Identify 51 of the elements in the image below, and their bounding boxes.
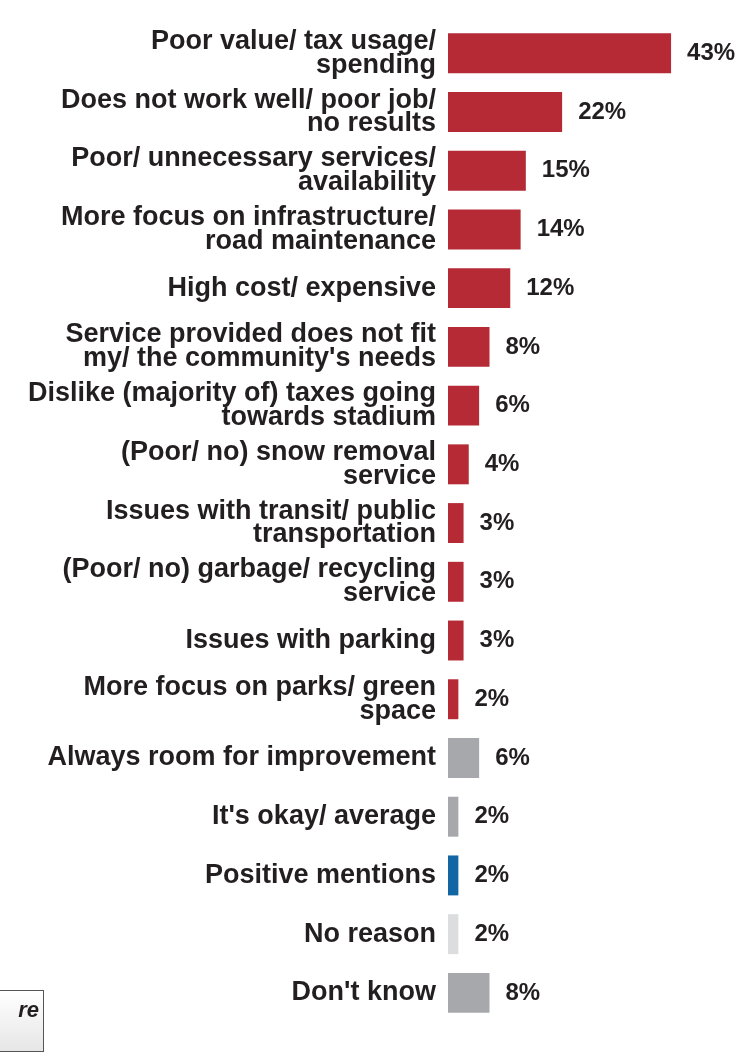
bar (448, 503, 464, 544)
y-tick-label: More focus on parks/ green space (83, 670, 436, 725)
data-label: 8% (505, 331, 541, 359)
y-tick-label: (Poor/ no) garbage/ recycling service (62, 553, 436, 608)
y-tick-label: Service provided does not fit my/ the community's needs (65, 318, 437, 373)
bar (448, 33, 672, 74)
data-label: 8% (505, 977, 541, 1005)
data-label: 6% (495, 390, 530, 418)
y-tick-label: Issues with transit/ public transportation (105, 494, 436, 549)
y-tick-label: Dislike (majority of) taxes going towards stadium (27, 377, 436, 431)
data-label: 22% (578, 96, 627, 124)
bar (448, 444, 469, 485)
bar (448, 679, 459, 720)
y-tick-label: Poor/ unnecessary services/ availability (71, 142, 437, 197)
bar (448, 268, 511, 309)
data-label: 43% (687, 37, 736, 65)
data-label: 3% (479, 625, 515, 653)
bar (448, 326, 490, 367)
bar (448, 914, 459, 955)
data-label: 2% (474, 918, 510, 946)
data-label: 12% (526, 272, 575, 300)
y-tick-label: Does not work well/ poor job/ no results (60, 83, 437, 138)
y-tick-label: Issues with parking (185, 623, 436, 654)
data-label: 6% (495, 742, 530, 770)
bar (448, 972, 490, 1013)
y-tick-label: No reason (303, 917, 436, 948)
y-tick-label: Positive mentions (204, 858, 436, 889)
bar (448, 855, 459, 896)
bar (448, 620, 464, 661)
data-label: 2% (474, 860, 510, 888)
y-tick-label: Poor value/ tax usage/ spending (150, 24, 437, 79)
y-tick-label: (Poor/ no) snow removal service (120, 435, 436, 490)
bar (448, 738, 480, 778)
bar (448, 796, 459, 837)
data-label: 2% (474, 683, 510, 711)
bar (448, 385, 480, 426)
bar (448, 561, 464, 602)
data-label: 14% (536, 214, 585, 242)
bar (448, 209, 521, 250)
y-tick-label: More focus on infrastructure/ road maintenance (60, 201, 437, 255)
data-label: 4% (484, 448, 520, 476)
data-label: 15% (541, 155, 590, 183)
data-label: 3% (479, 566, 515, 594)
bar (448, 92, 563, 132)
data-label: 2% (474, 801, 510, 829)
y-tick-label: High cost/ expensive (167, 271, 436, 302)
y-tick-label: It's okay/ average (211, 800, 436, 831)
data-label: 3% (479, 507, 515, 535)
y-tick-label: Always room for improvement (47, 741, 436, 772)
bar (448, 150, 526, 191)
y-tick-label: Don't know (291, 976, 437, 1007)
